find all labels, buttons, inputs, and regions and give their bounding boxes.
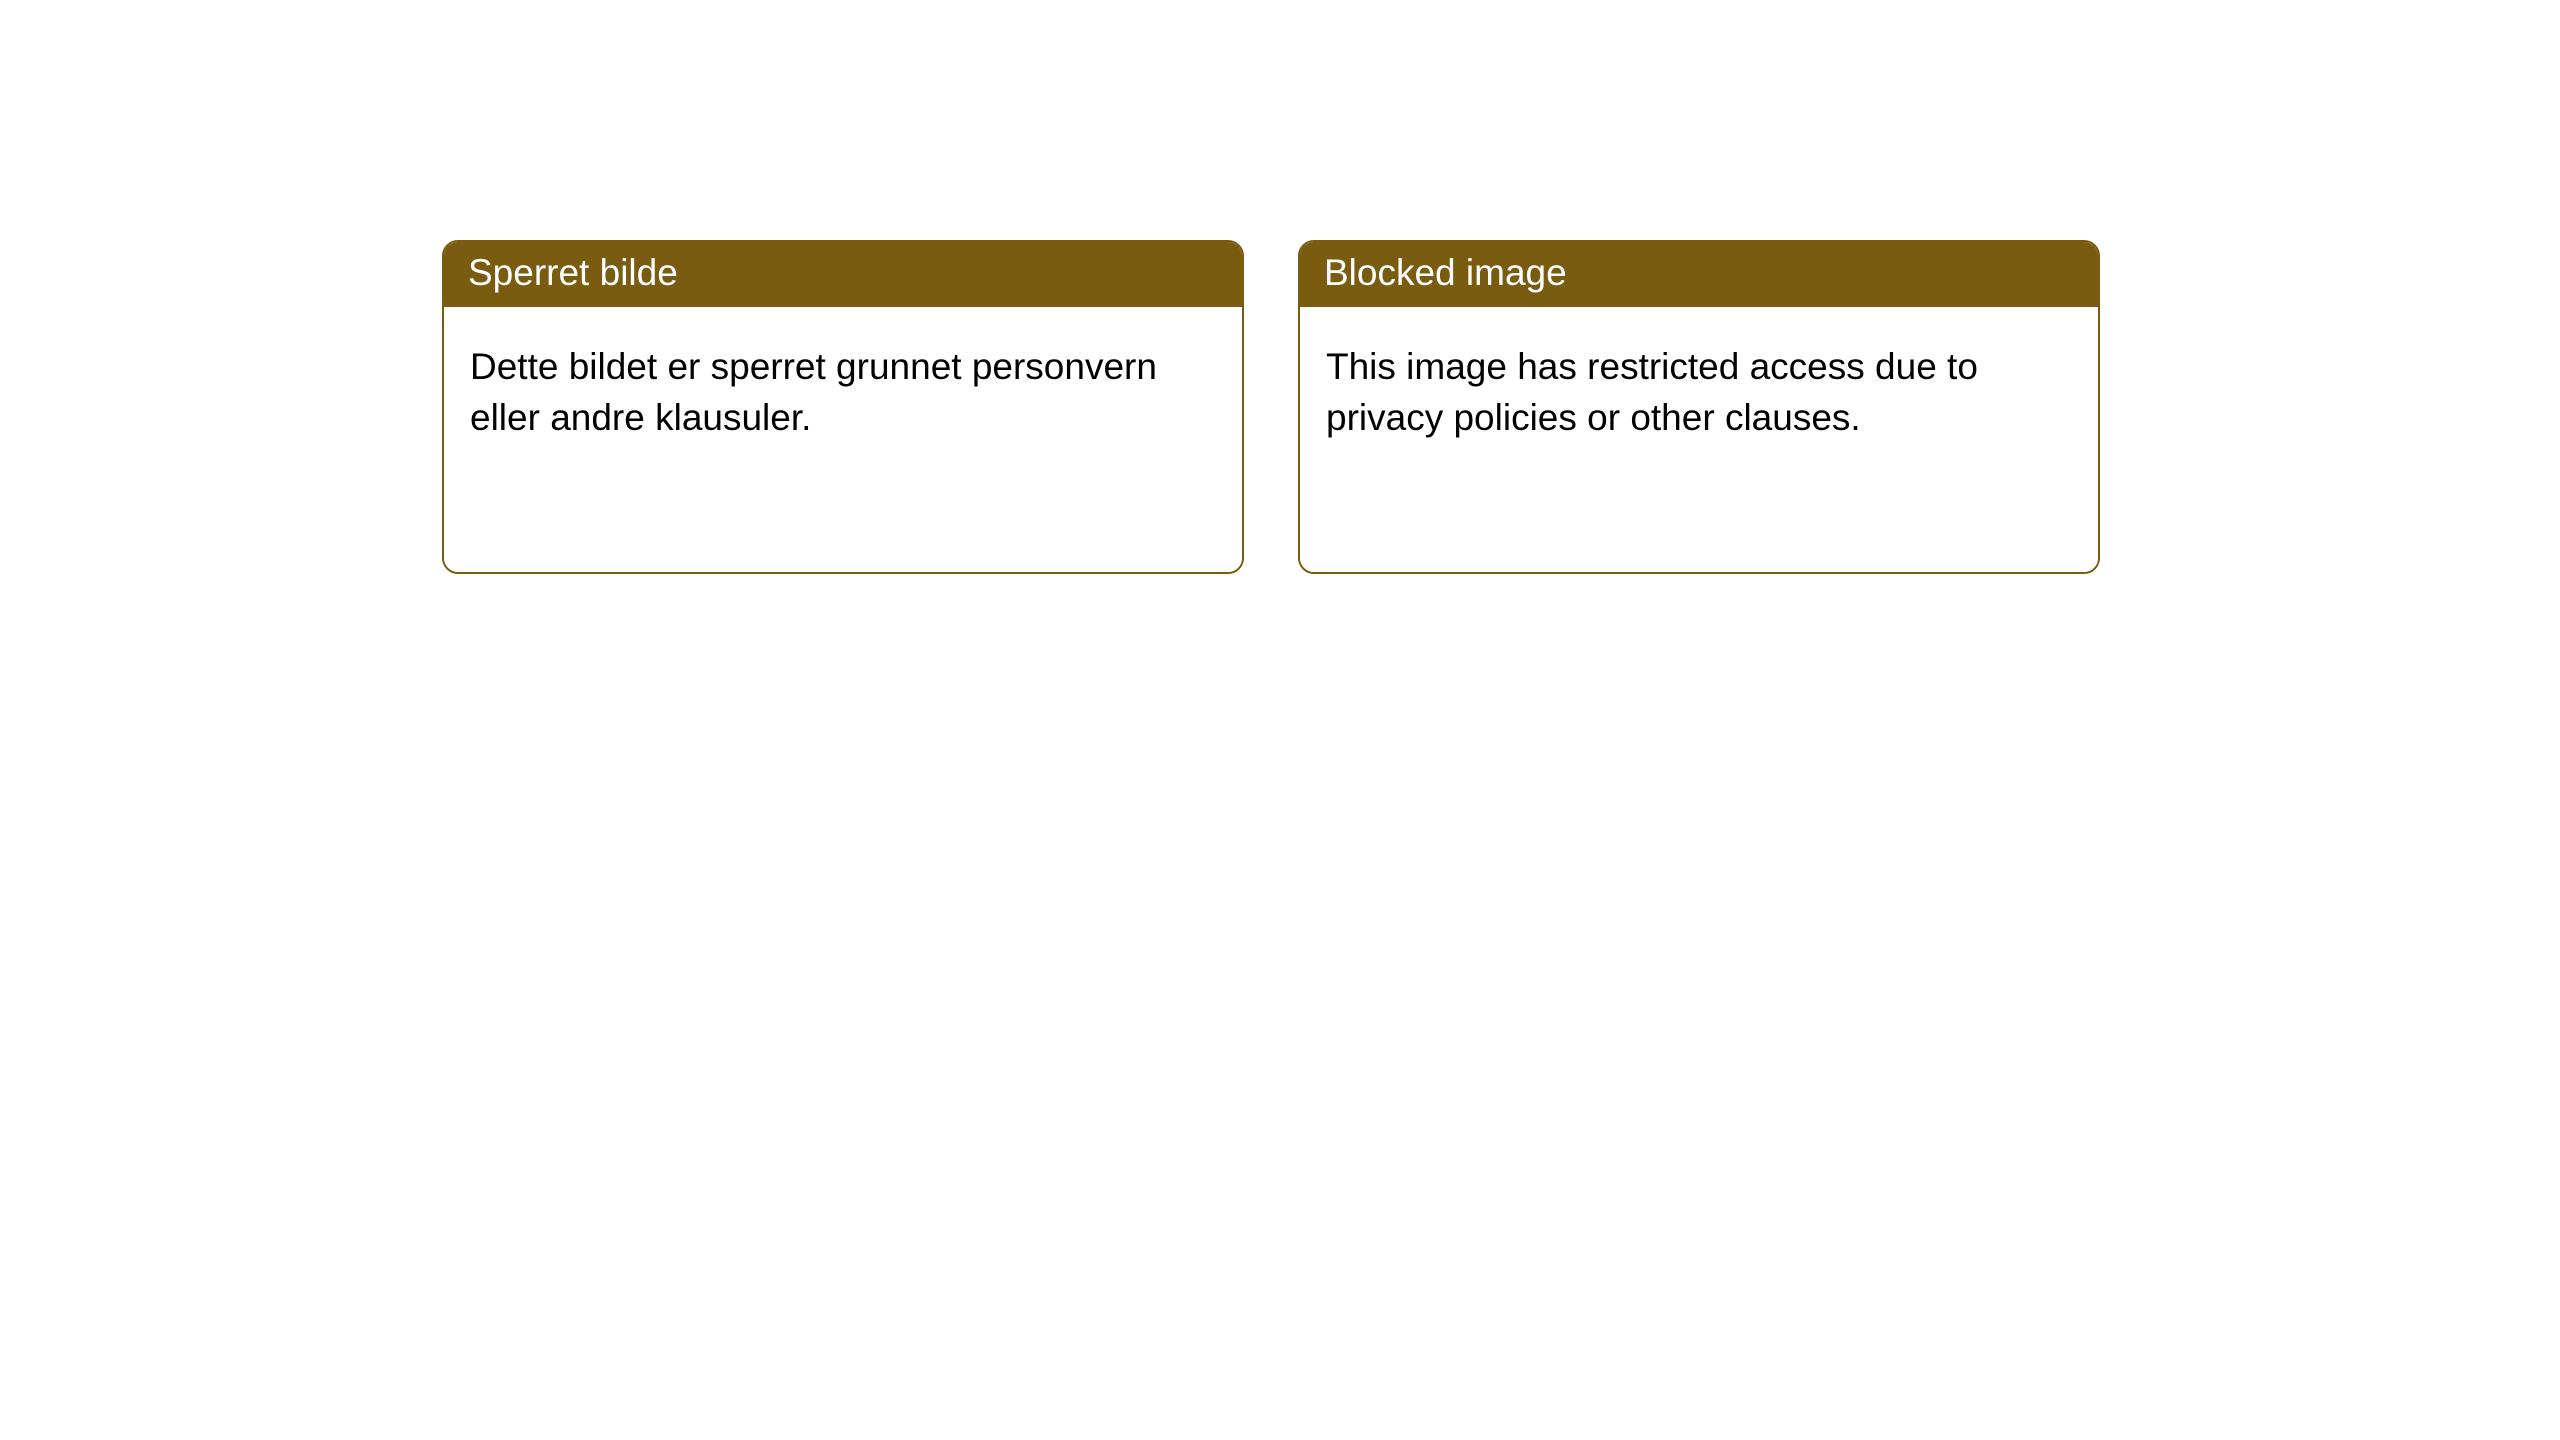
notice-title: Blocked image (1300, 242, 2098, 307)
notice-container: Sperret bilde Dette bildet er sperret gr… (0, 0, 2560, 574)
notice-body: Dette bildet er sperret grunnet personve… (444, 307, 1242, 572)
notice-body: This image has restricted access due to … (1300, 307, 2098, 572)
notice-card-english: Blocked image This image has restricted … (1298, 240, 2100, 574)
notice-title: Sperret bilde (444, 242, 1242, 307)
notice-card-norwegian: Sperret bilde Dette bildet er sperret gr… (442, 240, 1244, 574)
